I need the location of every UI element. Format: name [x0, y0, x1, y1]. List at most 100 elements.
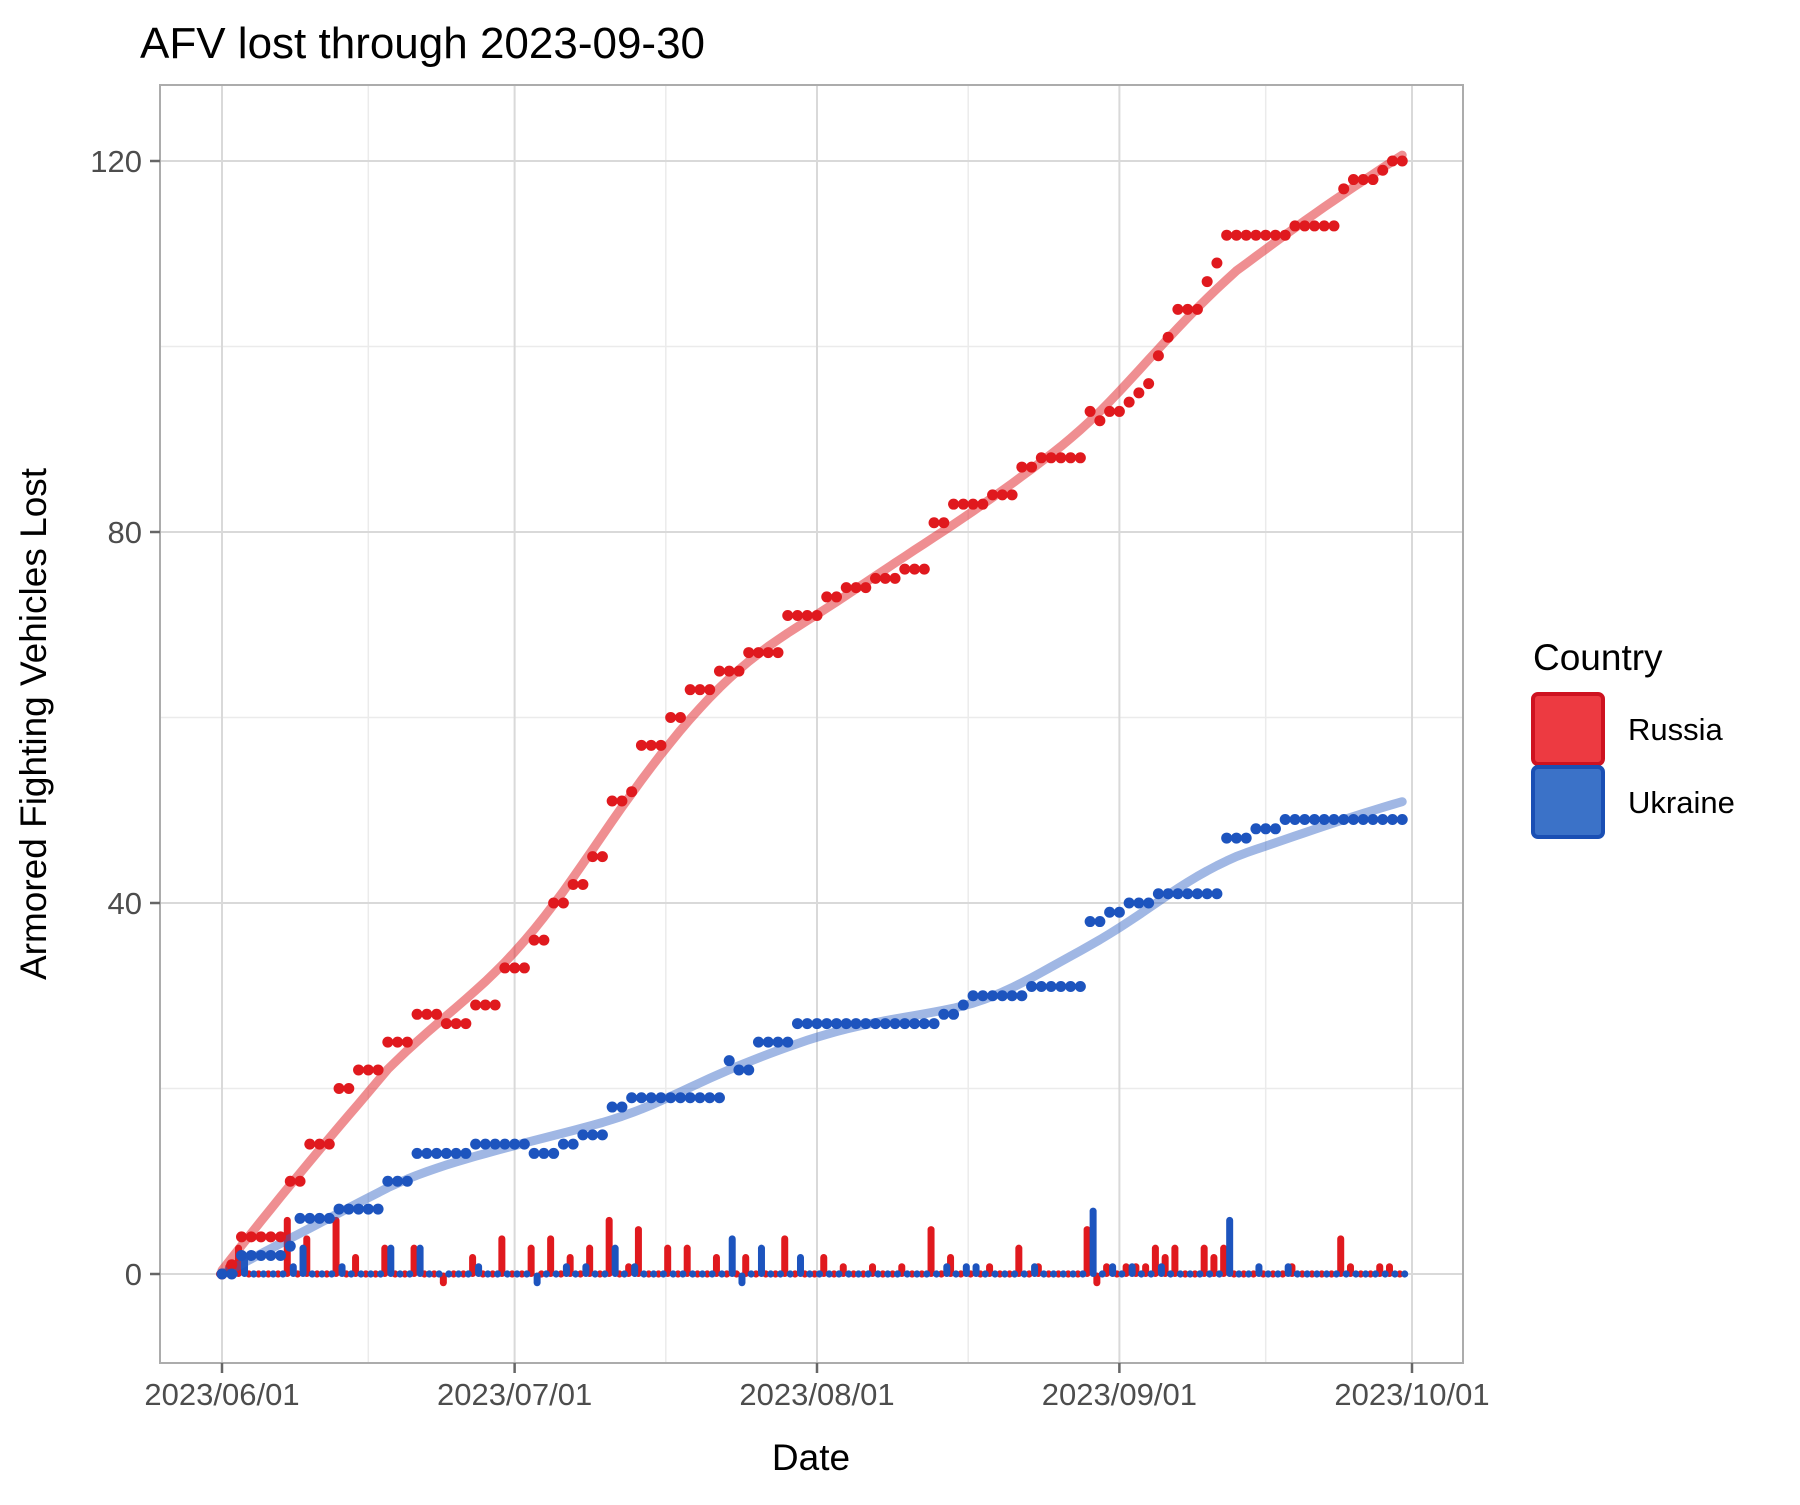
ukraine-zero-dot — [503, 1270, 511, 1278]
chart-title: AFV lost through 2023-09-30 — [140, 19, 705, 68]
ukraine-cumulative-point — [948, 1008, 960, 1020]
ukraine-zero-dot — [1264, 1270, 1272, 1278]
russia-cumulative-point — [245, 1231, 257, 1243]
ukraine-cumulative-point — [1006, 990, 1018, 1002]
legend-key-ukraine — [1531, 765, 1605, 839]
russia-cumulative-point — [645, 739, 657, 751]
russia-cumulative-point — [304, 1138, 316, 1150]
russia-cumulative-point — [1328, 220, 1340, 232]
ukraine-zero-dot — [815, 1270, 824, 1278]
ukraine-zero-dot — [864, 1270, 872, 1278]
cumulative-points — [216, 155, 1408, 1280]
ukraine-zero-dot — [269, 1270, 277, 1278]
ukraine-cumulative-point — [1318, 814, 1330, 826]
y-tick-label: 0 — [125, 1257, 142, 1292]
ukraine-daily-bar — [757, 1244, 765, 1277]
russia-cumulative-point — [489, 999, 501, 1011]
russia-daily-bar — [1015, 1244, 1023, 1277]
russia-cumulative-point — [1152, 350, 1164, 362]
ukraine-cumulative-point — [353, 1203, 365, 1215]
ukraine-zero-dot — [932, 1270, 941, 1278]
russia-cumulative-point — [265, 1231, 277, 1243]
ukraine-zero-dot — [718, 1270, 726, 1278]
russia-daily-bar — [820, 1253, 828, 1277]
russia-cumulative-point — [723, 665, 735, 677]
russia-cumulative-point — [1094, 415, 1106, 427]
ukraine-cumulative-point — [518, 1138, 530, 1150]
russia-cumulative-point — [606, 795, 618, 807]
ukraine-cumulative-point — [216, 1268, 228, 1280]
ukraine-zero-dot — [552, 1270, 560, 1278]
ukraine-cumulative-point — [245, 1249, 257, 1261]
ukraine-zero-dot — [708, 1270, 716, 1278]
russia-cumulative-point — [1065, 452, 1077, 464]
ukraine-zero-dot — [1040, 1270, 1048, 1278]
ukraine-zero-dot — [1371, 1270, 1380, 1278]
ukraine-zero-dot — [279, 1270, 287, 1278]
russia-daily-bar — [1337, 1235, 1345, 1277]
russia-cumulative-point — [314, 1138, 326, 1150]
russia-cumulative-point — [987, 489, 999, 501]
russia-cumulative-point — [1279, 229, 1291, 241]
ukraine-zero-dot — [406, 1270, 414, 1278]
russia-cumulative-point — [362, 1064, 374, 1076]
ukraine-zero-dot — [679, 1270, 687, 1278]
ukraine-cumulative-point — [411, 1147, 423, 1159]
ukraine-cumulative-point — [460, 1147, 472, 1159]
ukraine-cumulative-point — [587, 1129, 599, 1141]
russia-cumulative-point — [1172, 303, 1184, 315]
russia-cumulative-point — [499, 962, 511, 974]
ukraine-zero-dot — [923, 1270, 931, 1278]
russia-cumulative-point — [284, 1175, 296, 1187]
ukraine-daily-bar — [1157, 1263, 1165, 1277]
ukraine-cumulative-point — [1045, 980, 1057, 992]
ukraine-cumulative-point — [1133, 897, 1145, 909]
russia-daily-bar — [352, 1253, 360, 1277]
russia-cumulative-point — [1318, 220, 1330, 232]
x-axis-title: Date — [772, 1437, 850, 1478]
ukraine-cumulative-point — [401, 1175, 413, 1187]
russia-cumulative-point — [1260, 229, 1272, 241]
russia-cumulative-point — [528, 934, 540, 946]
ukraine-zero-dot — [1401, 1270, 1409, 1278]
russia-cumulative-point — [870, 572, 882, 584]
russia-daily-bar — [664, 1244, 672, 1277]
ukraine-zero-dot — [893, 1270, 902, 1278]
russia-cumulative-point — [684, 684, 696, 696]
ukraine-cumulative-point — [1172, 888, 1184, 900]
russia-cumulative-point — [616, 795, 628, 807]
ukraine-daily-bar — [289, 1263, 297, 1277]
russia-daily-bar — [683, 1244, 691, 1277]
russia-cumulative-point — [1396, 155, 1408, 167]
ukraine-zero-dot — [1206, 1270, 1214, 1278]
ukraine-cumulative-point — [684, 1092, 696, 1104]
russia-daily-bar — [927, 1226, 935, 1277]
ukraine-zero-dot — [571, 1270, 580, 1278]
ukraine-zero-dot — [913, 1270, 921, 1278]
russia-cumulative-point — [1230, 229, 1242, 241]
russia-cumulative-point — [1162, 331, 1174, 343]
russia-cumulative-point — [275, 1231, 287, 1243]
russia-cumulative-point — [1386, 155, 1398, 167]
russia-cumulative-point — [440, 1018, 452, 1030]
ukraine-cumulative-point — [674, 1092, 686, 1104]
russia-cumulative-point — [470, 999, 482, 1011]
russia-cumulative-point — [343, 1083, 355, 1094]
ukraine-cumulative-point — [1074, 980, 1086, 992]
ukraine-daily-bar — [533, 1272, 541, 1287]
russia-cumulative-point — [762, 647, 774, 659]
russia-cumulative-point — [431, 1008, 443, 1020]
ukraine-cumulative-point — [987, 990, 999, 1002]
ukraine-cumulative-point — [879, 1018, 891, 1030]
ukraine-cumulative-point — [752, 1036, 764, 1048]
ukraine-daily-bar — [1255, 1263, 1263, 1277]
ukraine-cumulative-point — [772, 1036, 784, 1048]
russia-daily-bar — [1210, 1253, 1218, 1277]
ukraine-daily-bar — [728, 1235, 736, 1277]
russia-cumulative-point — [1113, 405, 1125, 417]
russia-cumulative-point — [567, 878, 579, 890]
russia-cumulative-point — [596, 851, 608, 863]
ukraine-daily-bar — [962, 1263, 970, 1277]
russia-cumulative-point — [1055, 452, 1067, 464]
